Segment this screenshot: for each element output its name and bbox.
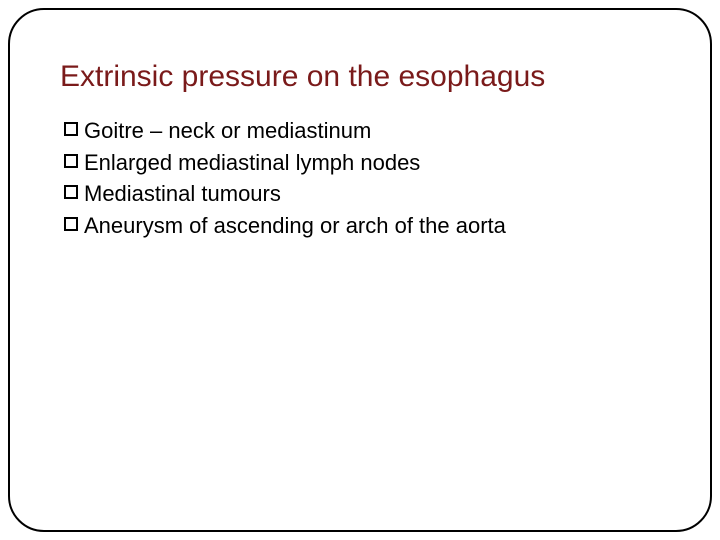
bullet-text: Mediastinal tumours (84, 179, 281, 209)
list-item: Goitre – neck or mediastinum (64, 116, 670, 146)
list-item: Aneurysm of ascending or arch of the aor… (64, 211, 670, 241)
list-item: Mediastinal tumours (64, 179, 670, 209)
slide-title: Extrinsic pressure on the esophagus (60, 60, 670, 94)
list-item: Enlarged mediastinal lymph nodes (64, 148, 670, 178)
bullet-list: Goitre – neck or mediastinum Enlarged me… (60, 116, 670, 241)
square-bullet-icon (64, 122, 78, 136)
square-bullet-icon (64, 217, 78, 231)
bullet-text: Goitre – neck or mediastinum (84, 116, 371, 146)
bullet-text: Enlarged mediastinal lymph nodes (84, 148, 420, 178)
square-bullet-icon (64, 185, 78, 199)
slide-frame: Extrinsic pressure on the esophagus Goit… (8, 8, 712, 532)
square-bullet-icon (64, 154, 78, 168)
bullet-text: Aneurysm of ascending or arch of the aor… (84, 211, 506, 241)
